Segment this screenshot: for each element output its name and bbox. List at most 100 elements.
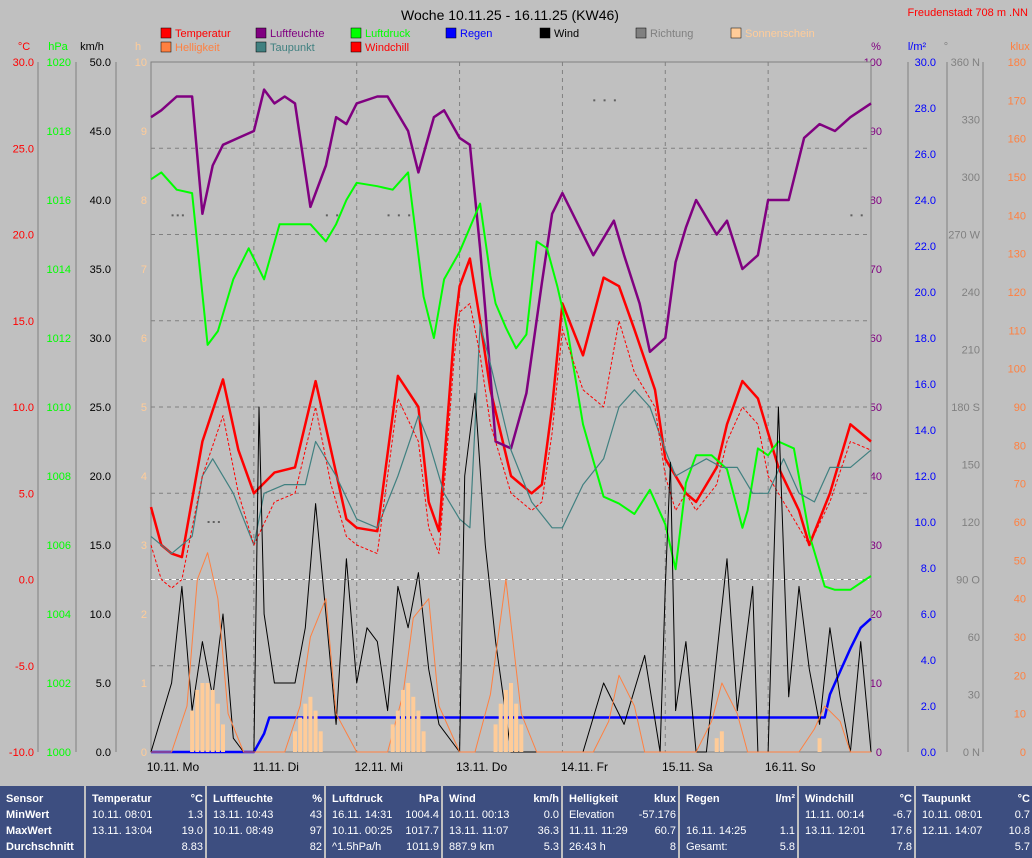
humidity-tick-label: 0 — [876, 747, 882, 759]
rain-tick-label: 30.0 — [915, 57, 936, 69]
legend-label: Helligkeit — [175, 42, 220, 54]
direction-point — [613, 99, 616, 102]
series-helligkeit — [151, 552, 871, 753]
humidity-tick-label: 40 — [870, 471, 882, 483]
sunshine-bar — [195, 689, 200, 752]
stat-row: 8.83 — [92, 841, 203, 856]
sunshine-bar — [200, 683, 205, 752]
stat-value: 5.7 — [1014, 841, 1030, 853]
stat-row: 13.11. 12:01 17.6 — [805, 825, 912, 840]
sunshine-bar — [509, 683, 513, 752]
rain-tick-label: 8.0 — [921, 563, 936, 575]
x-tick-label: 10.11. Mo — [147, 760, 200, 774]
sunshine-bar — [503, 689, 508, 752]
stat-row: 10.11. 08:49 97 — [213, 825, 322, 840]
legend-label: Wind — [554, 28, 579, 40]
stat-value: 1017.7 — [405, 825, 439, 837]
stat-column-header: Wind km/h — [449, 793, 559, 805]
wind-tick-label: 40.0 — [90, 195, 111, 207]
stat-value: 7.8 — [896, 841, 912, 853]
sunshine-bar — [390, 724, 395, 752]
brightness-tick-label: 50 — [1014, 555, 1026, 567]
humidity-tick-label: 90 — [870, 126, 882, 138]
direction-tick-label: 30 — [968, 690, 980, 702]
stat-value: 5.3 — [543, 841, 559, 853]
stat-column: Luftfeuchte% 13.11. 10:43 43 10.11. 08:49 97… — [205, 786, 326, 858]
humidity-axis-unit: % — [871, 41, 881, 53]
stat-timestamp: 13.11. 11:07 — [449, 825, 509, 837]
wind-tick-label: 5.0 — [96, 678, 111, 690]
series-luftfeuchte — [150, 88, 872, 450]
sunshine-bar — [303, 703, 308, 752]
wind-tick-label: 35.0 — [90, 264, 111, 276]
axes: 10.11. Mo 11.11. Di 12.11. Mi 13.11. Do 14.1… — [9, 41, 1030, 774]
stat-column-header: Windchill °C — [805, 793, 912, 805]
legend-swatch — [255, 27, 267, 39]
direction-tick-label: 120 — [962, 517, 980, 529]
stat-column-unit: % — [312, 793, 322, 805]
stat-value: 36.3 — [537, 825, 559, 837]
stat-column-header: Helligkeit klux — [569, 793, 676, 805]
rain-axis-unit: l/m² — [908, 41, 927, 53]
stat-column: Taupunkt °C 10.11. 08:01 0.7 12.11. 14:07 10.… — [914, 786, 1032, 858]
sun-tick-label: 5 — [141, 402, 147, 414]
legend-label: Taupunkt — [270, 42, 315, 54]
stat-column-unit: °C — [190, 793, 203, 805]
wind-tick-label: 30.0 — [90, 333, 111, 345]
legend-label: Windchill — [365, 42, 409, 54]
stat-row — [686, 809, 795, 824]
stat-value: -6.7 — [893, 809, 912, 821]
sunshine-bar — [421, 731, 426, 752]
stat-row: 16.11. 14:25 1.1 — [686, 825, 795, 840]
sunshine-bar — [313, 710, 318, 752]
stat-row: 10.11. 00:13 0.0 — [449, 809, 559, 824]
sunshine-bar — [221, 724, 225, 752]
direction-tick-label: 330 — [962, 115, 980, 127]
brightness-tick-label: 140 — [1008, 210, 1026, 222]
sunshine-bar — [210, 689, 215, 752]
stat-row: Gesamt: 5.8 — [686, 841, 795, 856]
stat-column-header: Temperatur °C — [92, 793, 203, 805]
stat-value: 60.7 — [654, 825, 676, 837]
stat-row: 5.7 — [922, 841, 1030, 856]
humidity-tick-label: 70 — [870, 264, 882, 276]
stat-timestamp: 13.11. 10:43 — [213, 809, 274, 821]
humidity-tick-label: 50 — [870, 402, 882, 414]
legend-swatch — [635, 27, 647, 39]
direction-tick-label: 300 — [962, 172, 980, 184]
wind-tick-label: 45.0 — [90, 126, 111, 138]
sun-tick-label: 10 — [135, 57, 147, 69]
temp-axis-unit: °C — [18, 41, 30, 53]
brightness-tick-label: 120 — [1008, 287, 1026, 299]
rain-tick-label: 22.0 — [915, 241, 936, 253]
sensor-header: Sensor — [6, 793, 44, 805]
weather-chart: Woche 10.11.25 - 16.11.25 (KW46) Freuden… — [9, 7, 1030, 774]
stat-timestamp: 26:43 h — [569, 841, 606, 853]
pressure-axis-unit: hPa — [48, 41, 68, 53]
direction-tick-label: 360 N — [951, 57, 980, 69]
legend-swatch — [350, 41, 362, 53]
legend-swatch — [445, 27, 457, 39]
stat-column-header: Luftdruck hPa — [332, 793, 439, 805]
direction-tick-label: 0 N — [963, 747, 980, 759]
pressure-tick-label: 1018 — [47, 126, 71, 138]
stat-column: Helligkeit klux Elevation -57.176 11.11. 11:… — [561, 786, 680, 858]
rain-tick-label: 0.0 — [921, 747, 936, 759]
stat-timestamp: Gesamt: — [686, 841, 728, 853]
sun-tick-label: 6 — [141, 333, 147, 345]
direction-point — [397, 214, 400, 217]
brightness-tick-label: 100 — [1008, 364, 1026, 376]
series-temperatur — [149, 257, 872, 559]
legend-swatch — [730, 27, 742, 39]
brightness-tick-label: 170 — [1008, 95, 1026, 107]
sun-axis-unit: h — [135, 41, 141, 53]
pressure-tick-label: 1002 — [47, 678, 71, 690]
rain-tick-label: 24.0 — [915, 195, 936, 207]
plot-area — [149, 61, 872, 754]
wind-tick-label: 50.0 — [90, 57, 111, 69]
direction-point — [850, 214, 853, 217]
stat-value: 1004.4 — [405, 809, 439, 821]
x-tick-label: 16.11. So — [765, 760, 816, 774]
sun-tick-label: 2 — [141, 609, 147, 621]
stat-timestamp: 10.11. 00:13 — [449, 809, 510, 821]
